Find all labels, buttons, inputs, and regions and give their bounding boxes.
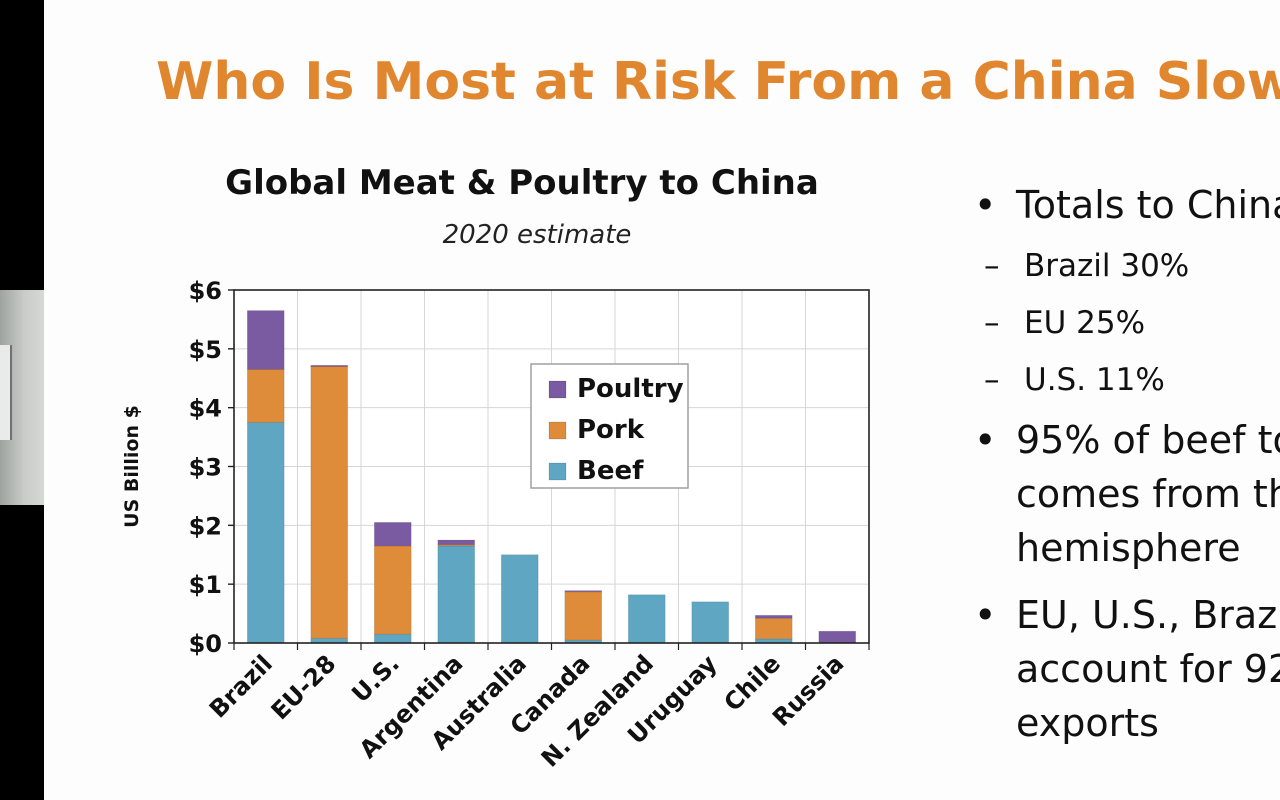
bar-segment-poultry xyxy=(246,310,285,370)
x-tick-label: EU-28 xyxy=(266,649,342,725)
y-tick-label: $3 xyxy=(189,454,222,482)
bar-segment-poultry xyxy=(754,614,793,619)
bullet-item: • EU, U.S., Brazil a xyxy=(974,593,1280,637)
sub-bullet-item: – Brazil 30% xyxy=(984,248,1189,284)
y-axis-label: US Billion $ xyxy=(121,405,143,528)
presenter-video-thumbnail xyxy=(0,290,44,505)
legend-label-beef: Beef xyxy=(577,456,644,486)
sub-bullet-text: Brazil 30% xyxy=(1024,248,1190,284)
chart-title: Global Meat & Poultry to China xyxy=(225,163,819,203)
bar-segment-pork xyxy=(310,366,349,639)
sub-bullet-item: – EU 25% xyxy=(984,305,1145,341)
bar-segment-poultry xyxy=(437,539,476,546)
bullet-text-continuation: hemisphere xyxy=(1016,526,1241,570)
y-tick-label: $0 xyxy=(189,630,222,658)
bar-segment-poultry xyxy=(564,590,603,593)
bar-segment-pork xyxy=(246,369,285,423)
bullet-text: 95% of beef to C xyxy=(1016,418,1280,462)
bar-segment-beef xyxy=(691,601,730,644)
legend-label-pork: Pork xyxy=(577,415,645,445)
bullet-text-continuation: comes from the xyxy=(1016,472,1280,516)
x-tick-label: Russia xyxy=(767,649,849,731)
legend-swatch-poultry xyxy=(548,380,567,399)
slide-title: Who Is Most at Risk From a China Slowd xyxy=(156,52,1280,112)
bullet-text: Totals to China: xyxy=(1016,183,1280,227)
slide: Who Is Most at Risk From a China Slowd G… xyxy=(44,0,1280,800)
y-tick-label: $4 xyxy=(189,395,222,423)
bar-segment-poultry xyxy=(373,521,412,547)
bar-segment-poultry xyxy=(310,364,349,367)
bullet-text: EU, U.S., Brazil a xyxy=(1016,593,1280,637)
bar-segment-beef xyxy=(500,554,539,644)
dash-icon: – xyxy=(984,362,1000,398)
bar-segment-pork xyxy=(754,617,793,640)
bar-segment-beef xyxy=(627,594,666,644)
bullet-item: • Totals to China: xyxy=(974,183,1280,227)
sub-bullet-item: – U.S. 11% xyxy=(984,362,1165,398)
sub-bullet-text: EU 25% xyxy=(1024,305,1146,341)
x-tick-label: Brazil xyxy=(204,649,278,723)
y-tick-label: $6 xyxy=(189,277,222,305)
dash-icon: – xyxy=(984,248,1000,284)
bullet-text-continuation: account for 92% xyxy=(1016,647,1280,691)
y-tick-label: $1 xyxy=(189,571,222,599)
bullet-text-continuation: exports xyxy=(1016,701,1159,745)
bar-segment-pork xyxy=(564,591,603,641)
legend-swatch-pork xyxy=(548,421,567,440)
bullet-item: • 95% of beef to C xyxy=(974,418,1280,462)
legend-swatch-beef xyxy=(548,462,567,481)
bullet-dot-icon: • xyxy=(974,418,997,462)
chart-subtitle: 2020 estimate xyxy=(442,220,632,250)
legend-label-poultry: Poultry xyxy=(577,374,684,404)
bar-segment-beef xyxy=(246,421,285,644)
x-tick-label: U.S. xyxy=(346,649,405,708)
y-tick-label: $5 xyxy=(189,336,222,364)
y-tick-label: $2 xyxy=(189,512,222,540)
bar-segment-poultry xyxy=(818,630,857,644)
bar-segment-pork xyxy=(373,545,412,635)
bar-segment-beef xyxy=(373,633,412,644)
thumbnail-inset xyxy=(0,345,12,440)
dash-icon: – xyxy=(984,305,1000,341)
bar-segment-beef xyxy=(437,545,476,644)
bullet-dot-icon: • xyxy=(974,593,997,637)
bullet-dot-icon: • xyxy=(974,183,997,227)
sub-bullet-text: U.S. 11% xyxy=(1024,362,1165,398)
